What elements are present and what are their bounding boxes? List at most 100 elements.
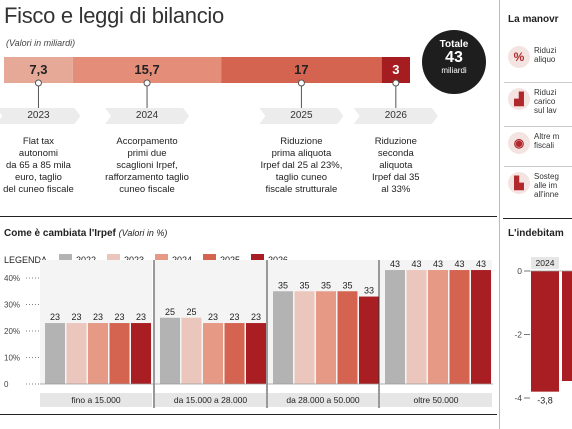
bar-label-2022-2: 35	[278, 280, 288, 290]
manovra-item-line: Sosteg	[534, 172, 559, 181]
segment-2023	[4, 57, 73, 83]
bar-label-2026-3: 43	[476, 259, 486, 269]
manovra-item-text: Riduzi aliquo	[534, 46, 572, 64]
bar-label-2022-1: 25	[165, 307, 175, 317]
manovra-item-line: fiscali	[534, 141, 555, 150]
manovra-item-line: all'inne	[534, 190, 559, 199]
description-line: Accorpamento	[116, 136, 178, 147]
description-line: taglio cuneo	[275, 172, 328, 183]
description-line: prima aliquota	[271, 148, 332, 159]
indebitamento-title: L'indebitam	[508, 228, 564, 239]
divider-bottom	[0, 414, 497, 415]
legend-title: LEGENDA	[4, 255, 48, 265]
category-band-2	[268, 393, 378, 407]
indeb-bar-next	[562, 271, 572, 381]
y-tick-label: 40%	[4, 274, 20, 283]
indeb-value-label: -3,8	[537, 396, 553, 406]
page-subtitle: (Valori in miliardi)	[6, 38, 76, 48]
bar-2022-3	[385, 270, 405, 384]
bar-label-2026-0: 23	[136, 312, 146, 322]
manovra-item-line: alle im	[534, 181, 558, 190]
y-tick-label: 20%	[4, 327, 20, 336]
manovra-item-2: ◉ Altre m fiscali	[504, 132, 572, 168]
year-arrow-2025	[259, 108, 344, 124]
y-tick-label: 30%	[4, 301, 20, 310]
indeb-year-label: 2024	[536, 258, 555, 268]
bar-label-2023-2: 35	[299, 280, 309, 290]
y-tick-label: 10%	[4, 354, 20, 363]
bar-label-2024-0: 23	[93, 312, 103, 322]
segment-label-2025: 17	[294, 62, 308, 77]
bar-label-2025-1: 23	[229, 312, 239, 322]
bar-2025-1	[224, 323, 245, 384]
connector-dot-2023	[34, 79, 42, 87]
description-line: primi due	[127, 148, 167, 159]
manovra-item-line: Altre m	[534, 132, 560, 141]
description-line: Irpef dal 25 al 23%,	[260, 160, 343, 171]
manovra-item-1: ▟ Riduzi carico sul lav	[504, 88, 572, 127]
money-icon: ◉	[508, 132, 530, 154]
total-value: 43	[445, 49, 463, 66]
manovra-item-line: aliquo	[534, 55, 556, 64]
manovra-item-divider	[504, 82, 572, 83]
manovra-item-0: % Riduzi aliquo	[504, 46, 572, 83]
year-label-2024: 2024	[135, 110, 159, 121]
bar-2024-1	[203, 323, 223, 384]
description-line: seconda	[377, 148, 414, 159]
factory-icon: ▟	[508, 88, 530, 110]
year-arrow-2024	[105, 108, 190, 124]
description-line: autonomi	[18, 148, 59, 159]
segment-2026	[381, 57, 410, 83]
description-line: Flat tax	[22, 136, 55, 147]
bar-2025-0	[109, 323, 130, 384]
segment-label-2024: 15,7	[134, 62, 159, 77]
segment-2024	[72, 57, 222, 83]
year-description-2026: Riduzione seconda aliquota Irpef dal 35 al 3…	[338, 136, 454, 196]
bar-2024-3	[428, 270, 448, 384]
bar-label-2025-3: 43	[454, 259, 464, 269]
description-line: aliquota	[379, 160, 413, 171]
description-line: cuneo fiscale	[119, 184, 175, 195]
bar-2022-0	[45, 323, 65, 384]
year-label-2026: 2026	[384, 110, 407, 121]
category-band-0	[40, 393, 152, 407]
manovra-item-3: ▙ Sosteg alle im all'inne	[508, 172, 572, 208]
total-unit: miliardi	[441, 66, 467, 75]
irpef-title: Come è cambiata l'Irpef (Valori in %)	[4, 228, 167, 239]
year-description-2024: Accorpamento primi due scaglioni Irpef, raf…	[89, 136, 205, 196]
manovra-item-line: sul lav	[534, 106, 557, 115]
segment-label-2023: 7,3	[29, 62, 47, 77]
manovra-item-line: Riduzi	[534, 46, 557, 55]
description-line: scaglioni Irpef,	[116, 160, 178, 171]
description-line: fiscale strutturale	[265, 184, 338, 195]
category-band-1	[155, 393, 266, 407]
description-line: al 33%	[381, 184, 411, 195]
irpef-subtitle: (Valori in %)	[118, 228, 168, 238]
bar-label-2024-2: 35	[321, 280, 331, 290]
bar-2026-1	[246, 323, 266, 384]
page-title: Fisco e leggi di bilancio	[4, 3, 224, 28]
total-label: Totale	[439, 39, 469, 50]
bar-label-2023-3: 43	[411, 259, 421, 269]
bar-label-2025-2: 35	[342, 280, 352, 290]
indeb-y-tick-label: -4	[514, 393, 522, 403]
bar-2026-0	[131, 323, 151, 384]
description-line: euro, taglio	[14, 172, 62, 183]
connector-dot-2026	[392, 79, 400, 87]
manovra-item-text: Sosteg alle im all'inne	[534, 172, 572, 199]
description-line: Irpef dal 35	[372, 172, 420, 183]
manovra-item-line: Riduzi	[534, 88, 557, 97]
indeb-year-band	[531, 257, 559, 269]
bar-2024-2	[316, 291, 336, 384]
year-label-2025: 2025	[290, 110, 313, 121]
indeb-bar-2024	[531, 271, 559, 392]
manovra-item-divider	[504, 166, 572, 167]
bar-2022-1	[160, 317, 180, 384]
y-tick-label: 0	[4, 380, 9, 389]
year-arrow-2026	[353, 108, 438, 124]
year-description-2023: Flat tax autonomi da 65 a 85 mila euro, tag…	[0, 136, 96, 196]
bar-2023-3	[406, 270, 427, 384]
category-band-3	[380, 393, 492, 407]
category-label-1: da 15.000 a 28.000	[174, 395, 248, 405]
bar-2024-0	[88, 323, 108, 384]
